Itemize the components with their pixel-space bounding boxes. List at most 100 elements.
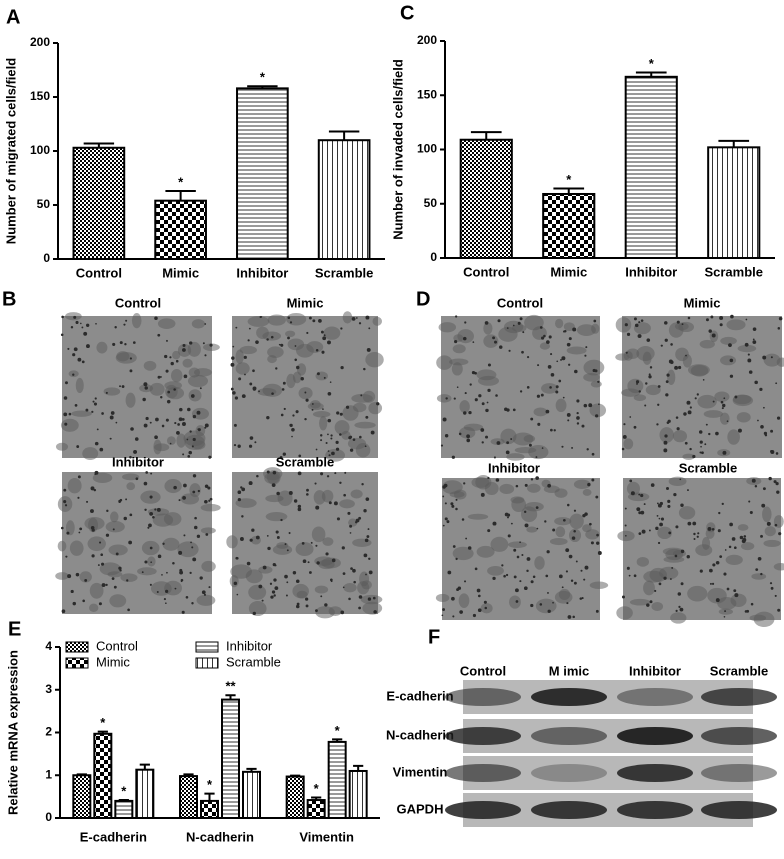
pore — [63, 488, 67, 492]
pore — [678, 605, 681, 609]
pore — [360, 394, 363, 397]
pore — [358, 595, 363, 599]
pore — [537, 364, 540, 367]
pore — [190, 541, 192, 544]
pore — [75, 572, 80, 577]
pore — [322, 408, 324, 410]
pore — [576, 416, 580, 420]
pore — [60, 333, 64, 336]
pore — [705, 318, 709, 322]
pore — [266, 338, 269, 341]
panel-label: D — [416, 288, 430, 310]
pore — [161, 574, 163, 576]
pore — [258, 584, 263, 589]
pore — [94, 397, 97, 400]
pore — [677, 365, 682, 370]
pore — [251, 528, 255, 532]
pore — [629, 479, 633, 483]
pore — [532, 575, 536, 579]
pore — [72, 353, 76, 357]
pore — [576, 399, 580, 403]
cell-blob — [533, 407, 548, 417]
pore — [709, 568, 713, 573]
pore — [715, 560, 720, 565]
pore — [455, 498, 458, 501]
pore — [694, 397, 697, 400]
cell-blob — [623, 351, 633, 361]
pore — [667, 499, 671, 503]
cell-blob — [720, 355, 737, 366]
cell-blob — [239, 345, 257, 355]
pore — [86, 344, 90, 349]
pore — [626, 332, 631, 337]
cell-blob — [125, 392, 136, 408]
pore — [535, 506, 539, 509]
pore — [442, 417, 447, 422]
pore — [492, 336, 496, 340]
cell-blob — [642, 351, 652, 365]
pore — [316, 372, 320, 376]
pore — [98, 602, 102, 606]
pore — [134, 437, 139, 441]
micrograph — [616, 476, 784, 628]
micrograph — [435, 474, 609, 620]
pore — [258, 390, 260, 393]
blot-band — [445, 727, 521, 745]
pore — [123, 516, 127, 521]
pore — [160, 396, 163, 399]
pore — [130, 427, 134, 431]
pore — [646, 603, 650, 607]
pore — [654, 589, 657, 593]
pore — [692, 454, 696, 459]
pore — [129, 357, 132, 360]
pore — [169, 356, 172, 359]
bar — [459, 138, 513, 259]
pore — [261, 599, 264, 602]
blot-band — [531, 688, 607, 706]
pore — [465, 537, 468, 540]
pore — [355, 520, 358, 524]
pore — [696, 393, 699, 396]
pore — [450, 502, 454, 506]
pore — [597, 380, 600, 383]
pore — [294, 345, 297, 347]
pore — [596, 541, 600, 545]
pore — [315, 544, 318, 547]
pore — [565, 548, 570, 553]
pore — [335, 447, 340, 451]
pore — [593, 319, 597, 323]
bar — [306, 799, 326, 819]
pore — [133, 449, 138, 454]
pore — [237, 497, 241, 502]
pore — [276, 536, 280, 539]
pore — [101, 562, 105, 566]
micrograph-label: Control — [115, 295, 161, 310]
pore — [322, 336, 327, 341]
pore — [323, 334, 326, 337]
pore — [189, 430, 192, 433]
pore — [183, 374, 188, 379]
pore — [180, 580, 183, 583]
pore — [480, 492, 485, 497]
cell-blob — [555, 526, 566, 538]
cell-blob — [720, 336, 737, 345]
pore — [745, 318, 748, 321]
cell-blob — [153, 439, 162, 455]
pore — [208, 499, 211, 502]
pore — [638, 390, 641, 393]
pore — [675, 525, 679, 529]
pore — [655, 526, 659, 531]
pore — [687, 521, 692, 526]
pore — [558, 574, 563, 579]
pore — [524, 483, 528, 487]
blot-column-label: Scramble — [710, 663, 769, 678]
pore — [355, 317, 358, 319]
cell-blob — [87, 536, 106, 552]
pore — [649, 366, 653, 369]
error-bar — [118, 799, 129, 802]
cell-blob — [248, 584, 267, 600]
pore — [192, 414, 197, 419]
pore — [487, 476, 490, 480]
pore — [715, 431, 719, 436]
cell-blob — [285, 330, 296, 338]
